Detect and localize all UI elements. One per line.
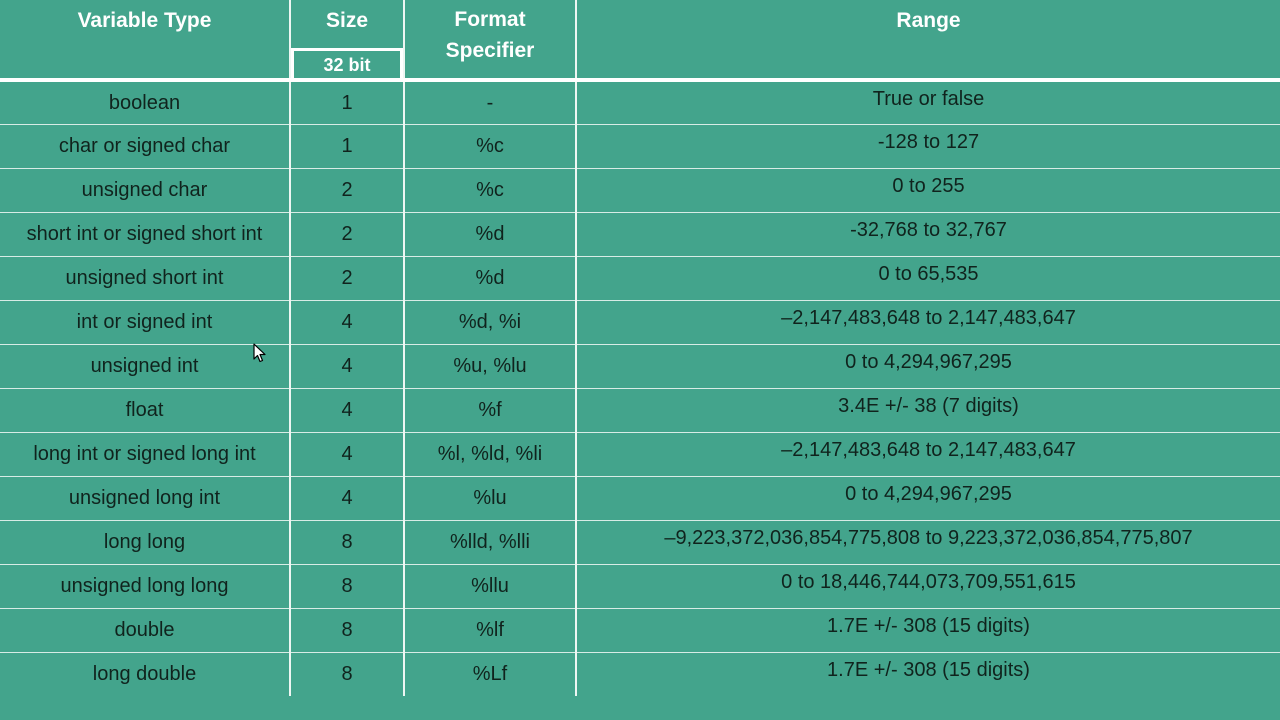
cell-range: 0 to 18,446,744,073,709,551,615: [576, 564, 1280, 609]
data-types-table: Variable Type Size 32 bit Format Specifi…: [0, 0, 1280, 696]
cell-size: 4: [290, 388, 405, 433]
table-row: long long 8 %lld, %lli –9,223,372,036,854,7…: [0, 520, 1280, 565]
cell-format: %l, %ld, %li: [404, 432, 577, 477]
cell-range: -32,768 to 32,767: [576, 212, 1280, 257]
table-row: long double 8 %Lf 1.7E +/- 308 (15 digits): [0, 652, 1280, 696]
cell-range: 0 to 255: [576, 168, 1280, 213]
cell-type: long int or signed long int: [0, 432, 291, 477]
cell-type: boolean: [0, 80, 291, 125]
cell-range: 0 to 4,294,967,295: [576, 476, 1280, 521]
cell-range: –9,223,372,036,854,775,808 to 9,223,372,…: [576, 520, 1280, 565]
cell-size: 2: [290, 168, 405, 213]
cell-type: int or signed int: [0, 300, 291, 345]
cell-size: 4: [290, 300, 405, 345]
cell-type: unsigned short int: [0, 256, 291, 301]
cell-range: 0 to 4,294,967,295: [576, 344, 1280, 389]
cell-format: %d: [404, 256, 577, 301]
table-row: char or signed char 1 %c -128 to 127: [0, 124, 1280, 169]
cell-size: 8: [290, 652, 405, 696]
cell-format: %lf: [404, 608, 577, 653]
cell-range: -128 to 127: [576, 124, 1280, 169]
header-size: Size 32 bit: [290, 0, 405, 82]
table-row: unsigned long int 4 %lu 0 to 4,294,967,295: [0, 476, 1280, 521]
cell-type: long long: [0, 520, 291, 565]
cell-format: %llu: [404, 564, 577, 609]
header-format-line1: Format: [454, 8, 526, 31]
cell-format: %lu: [404, 476, 577, 521]
table-row: unsigned long long 8 %llu 0 to 18,446,744,0…: [0, 564, 1280, 609]
cell-type: long double: [0, 652, 291, 696]
table-row: int or signed int 4 %d, %i –2,147,483,648 t…: [0, 300, 1280, 345]
table-row: float 4 %f 3.4E +/- 38 (7 digits): [0, 388, 1280, 433]
cell-size: 2: [290, 212, 405, 257]
cell-range: 1.7E +/- 308 (15 digits): [827, 658, 1030, 681]
cell-size: 1: [290, 124, 405, 169]
cell-type: double: [0, 608, 291, 653]
header-format-specifier: Format Specifier: [404, 0, 577, 82]
cell-size: 8: [290, 564, 405, 609]
cell-range: 1.7E +/- 308 (15 digits): [576, 608, 1280, 653]
table-row: unsigned int 4 %u, %lu 0 to 4,294,967,295: [0, 344, 1280, 389]
cell-type: unsigned long long: [0, 564, 291, 609]
cell-range: –2,147,483,648 to 2,147,483,647: [576, 300, 1280, 345]
cell-range: –2,147,483,648 to 2,147,483,647: [576, 432, 1280, 477]
table-row: unsigned char 2 %c 0 to 255: [0, 168, 1280, 213]
cell-type: short int or signed short int: [0, 212, 291, 257]
cell-type: char or signed char: [0, 124, 291, 169]
size-bits-label: 32 bit: [291, 48, 402, 76]
cell-range: 3.4E +/- 38 (7 digits): [576, 388, 1280, 433]
cell-range: True or false: [576, 80, 1280, 125]
cell-size: 8: [290, 608, 405, 653]
cell-size: 4: [290, 476, 405, 521]
header-variable-type: Variable Type: [0, 0, 291, 82]
header-row: Variable Type Size 32 bit Format Specifi…: [0, 0, 1280, 82]
cell-format: %f: [404, 388, 577, 433]
cell-range: 0 to 65,535: [576, 256, 1280, 301]
cell-type: unsigned int: [0, 344, 291, 389]
table-row: short int or signed short int 2 %d -32,768 …: [0, 212, 1280, 257]
table-row: boolean 1- True or false: [0, 80, 1280, 125]
cell-type: float: [0, 388, 291, 433]
cell-format: %d: [404, 212, 577, 257]
cell-format: -: [404, 80, 577, 125]
cell-size: 2: [290, 256, 405, 301]
header-range: Range: [576, 0, 1280, 82]
cell-format: %u, %lu: [404, 344, 577, 389]
header-format-line2: Specifier: [445, 39, 535, 62]
cell-size: 4: [290, 432, 405, 477]
cell-format: %c: [404, 168, 577, 213]
table-row: long int or signed long int 4 %l, %ld, %li…: [0, 432, 1280, 477]
table-row: unsigned short int 2 %d 0 to 65,535: [0, 256, 1280, 301]
cell-type: unsigned char: [0, 168, 291, 213]
cell-type: unsigned long int: [0, 476, 291, 521]
cell-size: 8: [290, 520, 405, 565]
cell-format: %d, %i: [404, 300, 577, 345]
cell-format: %c: [404, 124, 577, 169]
cell-format: %Lf: [404, 652, 577, 696]
mouse-pointer-icon: [253, 343, 266, 363]
table-row: double 8 %lf 1.7E +/- 308 (15 digits): [0, 608, 1280, 653]
cell-size: 1: [290, 80, 405, 125]
table-body: boolean 1- True or false char or signed cha…: [0, 80, 1280, 696]
cell-format: %lld, %lli: [404, 520, 577, 565]
cell-size: 4: [290, 344, 405, 389]
